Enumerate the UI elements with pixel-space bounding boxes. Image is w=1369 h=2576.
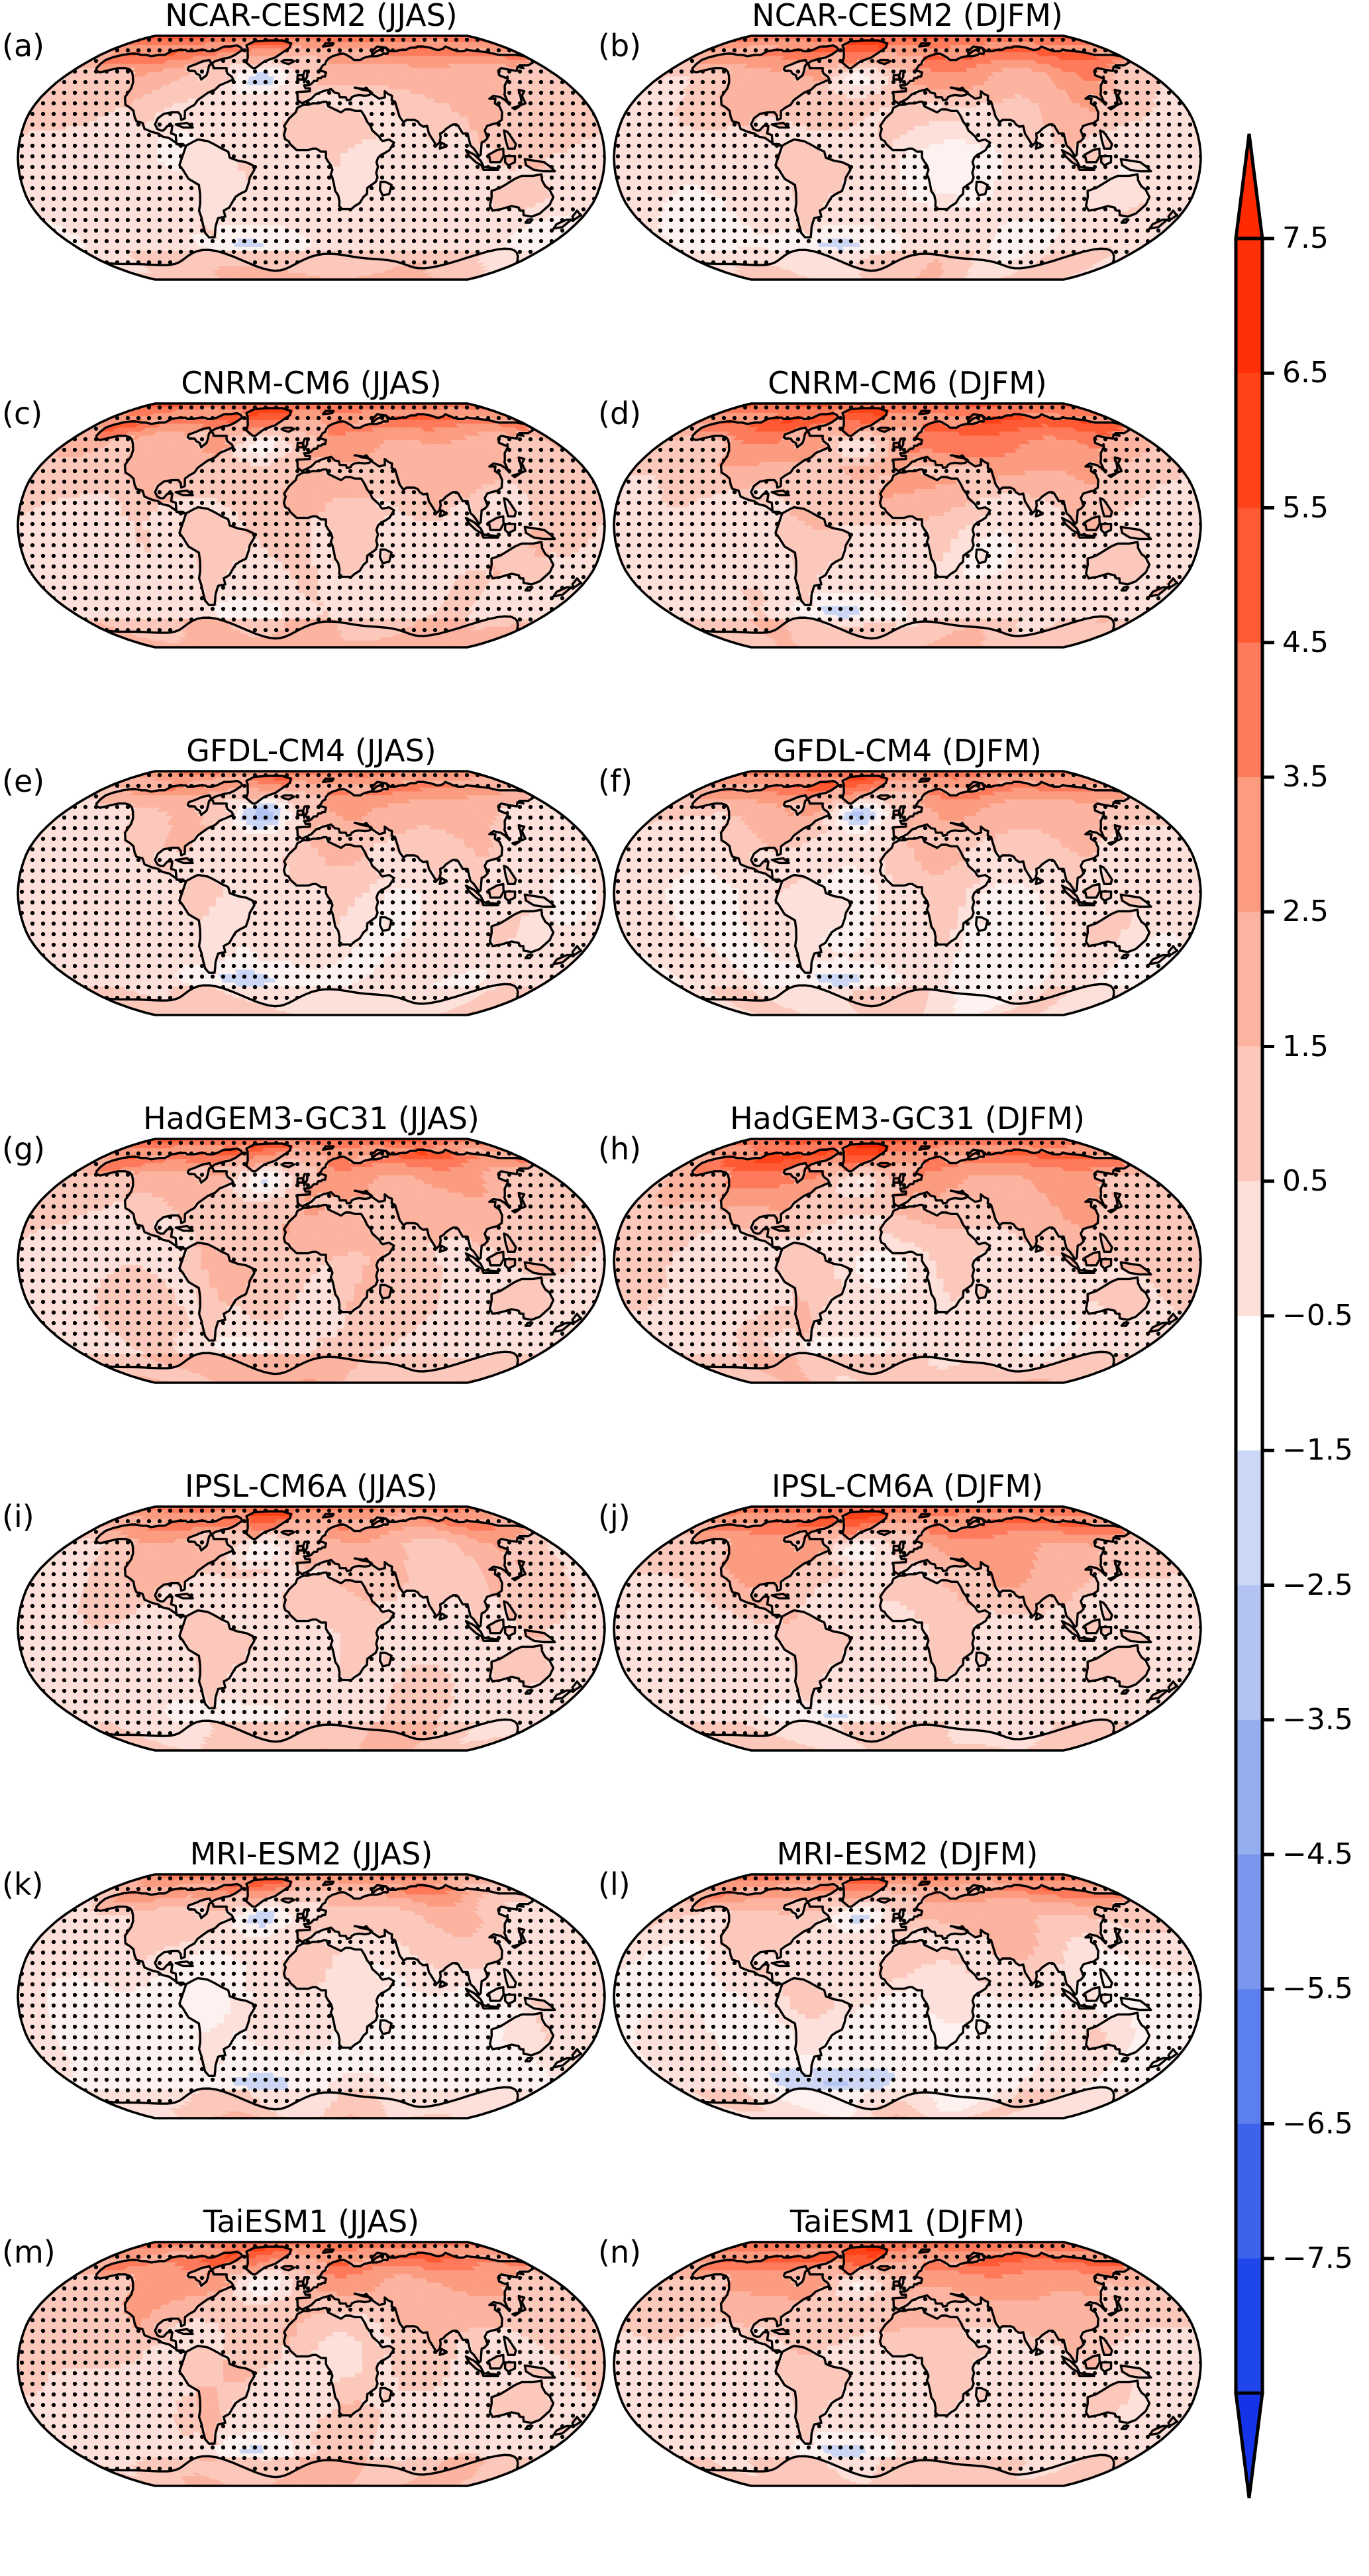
colorbar-tick-label: −0.5 (1282, 1301, 1353, 1330)
colorbar-tick-label: 5.5 (1282, 494, 1329, 523)
colorbar-tick-label: −4.5 (1282, 1840, 1353, 1869)
colorbar-tick-label: 0.5 (1282, 1167, 1329, 1196)
colorbar-tick-label: −3.5 (1282, 1705, 1353, 1735)
colorbar-tick-label: −5.5 (1282, 1974, 1353, 2004)
colorbar-tick-label: 3.5 (1282, 763, 1329, 792)
colorbar-tick-label: −6.5 (1282, 2110, 1353, 2139)
colorbar-tick-label: −7.5 (1282, 2244, 1353, 2273)
colorbar-tick-label: 4.5 (1282, 628, 1329, 657)
colorbar-tick-label: −2.5 (1282, 1571, 1353, 1600)
colorbar-tick-label: 2.5 (1282, 897, 1329, 926)
colorbar-tick-label: 7.5 (1282, 224, 1329, 253)
colorbar-tick-label: −1.5 (1282, 1436, 1353, 1465)
colorbar-tick-label: 1.5 (1282, 1032, 1329, 1061)
colorbar-tick-label: 6.5 (1282, 358, 1329, 388)
